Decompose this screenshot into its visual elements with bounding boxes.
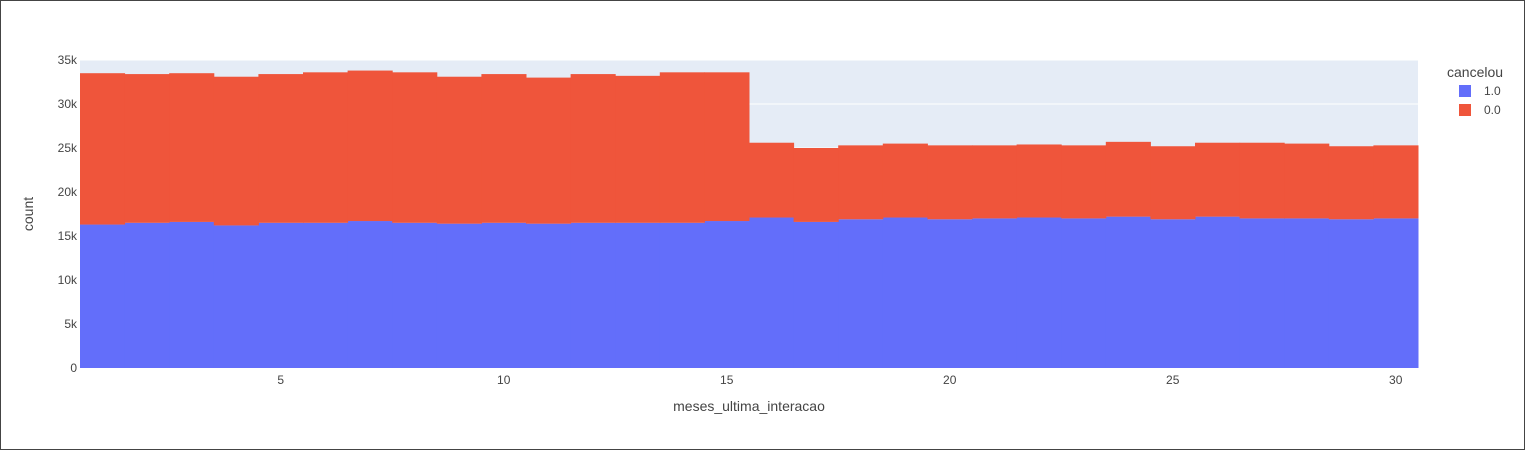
bar-series-0-x15[interactable] [704,221,750,368]
bars[interactable] [80,70,1419,368]
bar-series-0-x30[interactable] [1373,218,1419,368]
bar-series-0-x21[interactable] [972,218,1018,368]
bar-series-1-x16[interactable] [749,142,795,218]
y-tick-label: 20k [58,185,78,199]
bar-series-0-x12[interactable] [570,222,616,368]
bar-series-0-x29[interactable] [1328,219,1374,368]
bar-series-0-x24[interactable] [1105,216,1151,368]
bar-series-1-x22[interactable] [1016,144,1062,218]
x-tick-label: 20 [943,373,957,387]
x-tick-label: 5 [277,373,284,387]
bar-series-0-x4[interactable] [213,225,259,368]
bar-series-1-x24[interactable] [1105,141,1151,217]
bar-series-1-x27[interactable] [1239,142,1285,219]
bar-series-1-x7[interactable] [347,70,393,222]
bar-series-0-x6[interactable] [303,222,349,368]
bar-series-1-x8[interactable] [392,72,438,223]
bar-series-0-x28[interactable] [1284,218,1330,368]
legend-item-label[interactable]: 1.0 [1484,84,1501,98]
bar-series-1-x6[interactable] [303,72,349,223]
legend-title: cancelou [1447,64,1503,80]
bar-series-1-x17[interactable] [793,148,839,222]
bar-series-1-x1[interactable] [80,73,126,225]
x-tick-labels: 5 10 15 20 25 30 [277,373,1402,387]
bar-series-1-x12[interactable] [570,74,616,223]
y-tick-label: 30k [58,97,78,111]
bar-series-1-x23[interactable] [1061,145,1107,219]
bar-series-0-x16[interactable] [749,217,795,368]
x-tick-label: 25 [1166,373,1180,387]
bar-series-1-x19[interactable] [882,143,928,218]
bar-series-1-x3[interactable] [169,73,215,222]
x-tick-label: 10 [497,373,511,387]
bar-series-0-x10[interactable] [481,222,527,368]
bar-series-0-x18[interactable] [838,219,884,368]
bar-series-1-x14[interactable] [659,72,705,223]
y-tick-label: 0 [70,361,77,375]
bar-series-1-x26[interactable] [1195,142,1241,217]
bar-series-0-x3[interactable] [169,221,215,368]
y-tick-label: 5k [64,317,78,331]
bar-series-0-x2[interactable] [124,222,170,368]
bar-series-1-x29[interactable] [1328,146,1374,220]
bar-series-1-x10[interactable] [481,74,527,223]
legend[interactable]: cancelou 1.0 0.0 [1447,64,1503,117]
bar-series-1-x2[interactable] [124,74,170,223]
bar-series-0-x20[interactable] [927,219,973,368]
y-tick-label: 10k [58,273,78,287]
bar-series-1-x11[interactable] [526,77,572,224]
bar-series-0-x13[interactable] [615,222,661,368]
y-axis-title: count [20,197,36,231]
bar-series-0-x26[interactable] [1195,216,1241,368]
bar-series-0-x5[interactable] [258,222,304,368]
bar-series-1-x20[interactable] [927,145,973,220]
bar-series-0-x27[interactable] [1239,218,1285,368]
bar-series-1-x28[interactable] [1284,143,1330,219]
bar-series-0-x11[interactable] [526,223,572,368]
bar-series-1-x13[interactable] [615,75,661,223]
bar-series-1-x4[interactable] [213,76,259,226]
y-tick-label: 35k [58,53,78,67]
bar-series-0-x19[interactable] [882,217,928,368]
legend-swatch[interactable] [1459,104,1471,116]
y-tick-label: 15k [58,229,78,243]
x-axis-title: meses_ultima_interacao [673,398,825,414]
bar-series-1-x15[interactable] [704,72,750,222]
x-tick-label: 15 [720,373,734,387]
y-tick-label: 25k [58,141,78,155]
bar-series-0-x17[interactable] [793,221,839,368]
bar-series-1-x18[interactable] [838,145,884,220]
y-tick-labels: 0 5k 10k 15k 20k 25k 30k 35k [58,53,78,375]
legend-swatch[interactable] [1459,85,1471,97]
bar-series-0-x9[interactable] [436,223,482,368]
bar-series-0-x8[interactable] [392,222,438,368]
bar-series-1-x25[interactable] [1150,146,1196,220]
bar-series-1-x9[interactable] [436,76,482,224]
bar-series-0-x14[interactable] [659,222,705,368]
legend-item-label[interactable]: 0.0 [1484,103,1501,117]
bar-series-1-x5[interactable] [258,74,304,223]
bar-series-1-x30[interactable] [1373,145,1419,219]
bar-series-0-x1[interactable] [80,224,126,368]
bar-series-0-x23[interactable] [1061,218,1107,368]
bar-series-0-x22[interactable] [1016,217,1062,368]
bar-series-0-x7[interactable] [347,221,393,368]
bar-series-1-x21[interactable] [972,145,1018,219]
bar-series-0-x25[interactable] [1150,219,1196,368]
x-tick-label: 30 [1389,373,1403,387]
